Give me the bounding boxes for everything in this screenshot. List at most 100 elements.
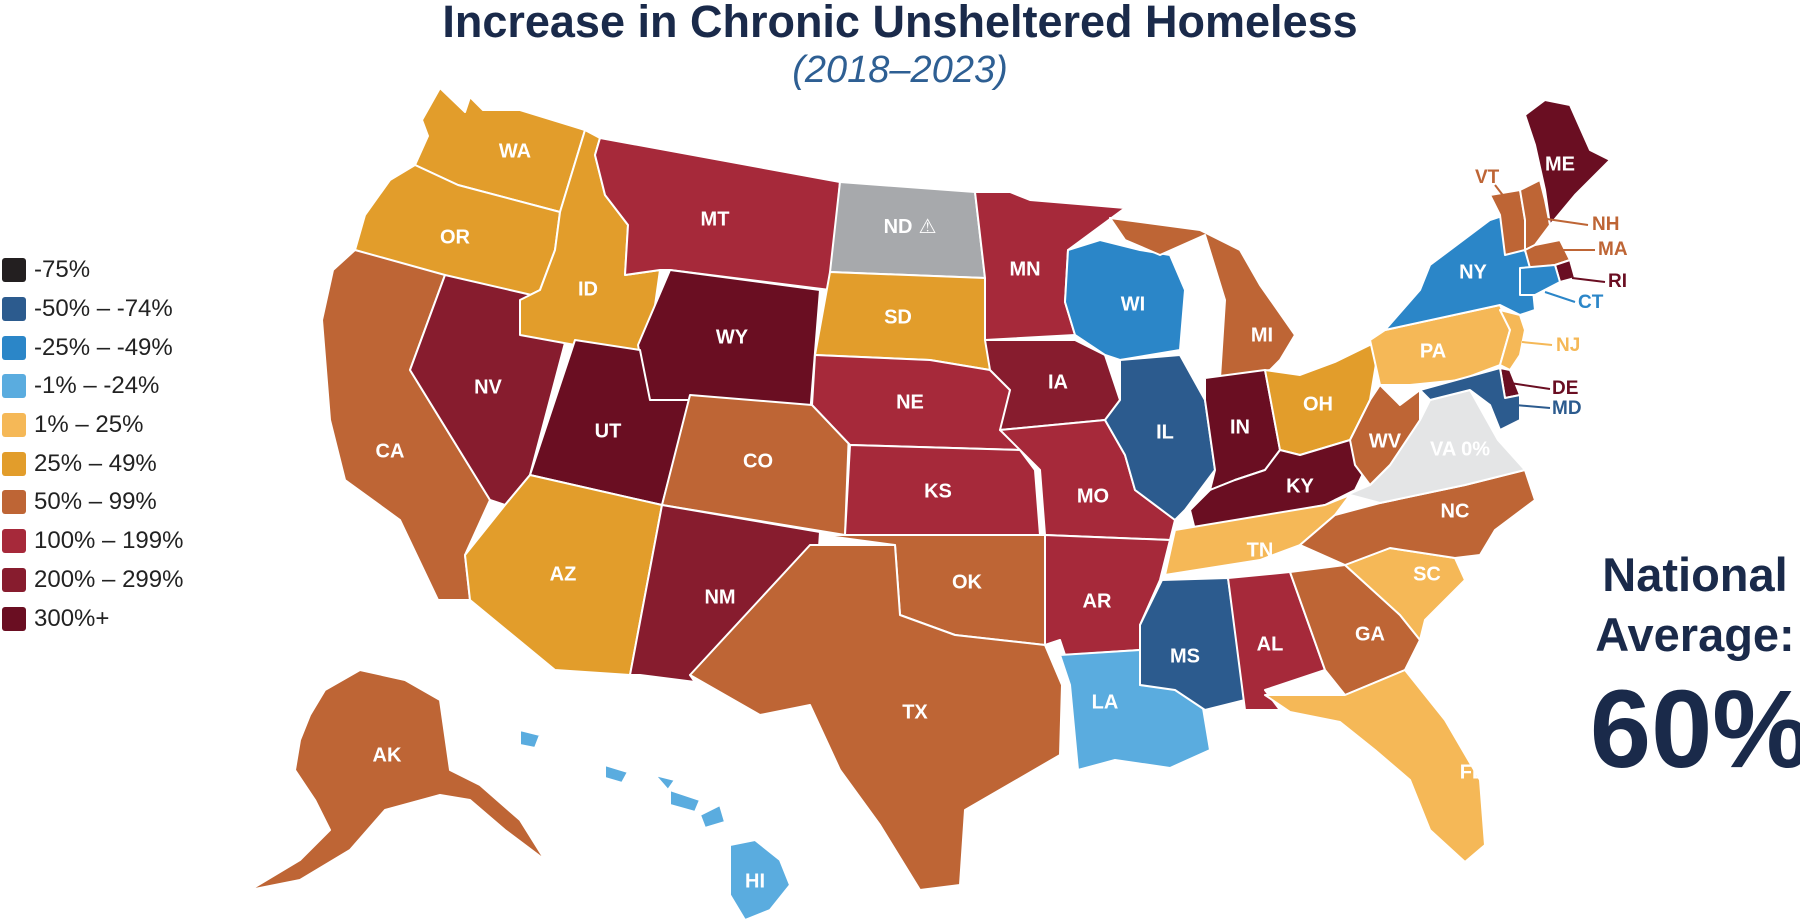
map-title: Increase in Chronic Unsheltered Homeless <box>442 0 1358 47</box>
state-wv <box>1349 384 1421 486</box>
state-label-ga: GA <box>1355 623 1385 645</box>
legend-label: 200% – 299% <box>34 565 184 593</box>
state-nh <box>1519 179 1551 251</box>
state-label-ok: OK <box>952 571 983 593</box>
warning-icon: ⚠ <box>918 216 936 238</box>
state-label-ar: AR <box>1083 590 1112 612</box>
state-label-wa: WA <box>499 140 531 162</box>
legend-item: 1% – 25% <box>2 406 183 445</box>
state-ks <box>844 444 1041 536</box>
state-label-mi: MI <box>1251 324 1273 346</box>
state-label-ma: MA <box>1598 239 1628 260</box>
state-label-md: MD <box>1552 398 1582 419</box>
state-ak <box>249 669 546 891</box>
state-label-pa: PA <box>1420 340 1446 362</box>
legend-swatch <box>2 567 26 592</box>
legend-label: 25% – 49% <box>34 449 157 477</box>
legend-label: -75% <box>34 256 91 284</box>
legend-label: 300%+ <box>34 604 110 632</box>
state-label-ia: IA <box>1048 371 1068 393</box>
state-wi <box>1064 239 1186 361</box>
legend-item: -75% <box>2 251 183 290</box>
state-label-ms: MS <box>1170 645 1200 667</box>
legend-label: 50% – 99% <box>34 488 157 516</box>
national-average-value: 60% <box>1589 668 1800 791</box>
leader-line-vt <box>1494 184 1506 199</box>
legend-item: -50% – -74% <box>2 290 183 329</box>
legend-swatch <box>2 413 26 438</box>
state-label-il: IL <box>1156 421 1174 443</box>
leader-line-nh <box>1539 217 1589 226</box>
leader-lines <box>1494 184 1606 409</box>
legend-swatch <box>2 335 26 360</box>
legend-label: 100% – 199% <box>34 527 184 555</box>
state-label-ri: RI <box>1608 271 1627 292</box>
state-il <box>1104 354 1216 521</box>
state-shapes <box>249 87 1611 921</box>
legend-item: -25% – -49% <box>2 328 183 367</box>
state-label-id: ID <box>578 278 598 300</box>
state-label-va: VA 0% <box>1430 438 1490 460</box>
state-tx <box>689 544 1063 891</box>
state-label-vt: VT <box>1475 167 1500 188</box>
state-nc <box>1299 469 1536 566</box>
state-label-wi: WI <box>1121 293 1145 315</box>
state-label-sc: SC <box>1413 563 1441 585</box>
state-label-tx: TX <box>902 701 928 723</box>
legend-item: 100% – 199% <box>2 522 183 561</box>
state-label-ak: AK <box>373 744 402 766</box>
map-subtitle: (2018–2023) <box>792 49 1008 91</box>
state-label-nd: ND ⚠ <box>884 216 937 238</box>
state-label-la: LA <box>1092 691 1119 713</box>
state-label-co: CO <box>743 450 773 472</box>
state-labels: WA OR CA NV ID MT WY UT AZ CO NM ND ⚠ SD … <box>373 140 1628 892</box>
state-label-nv: NV <box>474 376 502 398</box>
legend: -75% -50% – -74% -25% – -49% -1% – -24% … <box>2 251 183 638</box>
legend-item: -1% – -24% <box>2 367 183 406</box>
state-label-al: AL <box>1257 633 1284 655</box>
state-label-me: ME <box>1545 153 1575 175</box>
state-label-wy: WY <box>716 326 749 348</box>
legend-swatch <box>2 606 26 631</box>
state-label-nj: NJ <box>1556 335 1580 356</box>
state-label-ut: UT <box>595 420 622 442</box>
legend-swatch <box>2 490 26 515</box>
state-label-nm: NM <box>704 586 735 608</box>
state-label-ne: NE <box>896 391 924 413</box>
state-co <box>661 394 851 536</box>
legend-label: -1% – -24% <box>34 372 160 400</box>
state-label-ks: KS <box>924 480 952 502</box>
legend-swatch <box>2 529 26 554</box>
state-label-fl: FL <box>1460 761 1484 783</box>
state-label-mt: MT <box>701 208 730 230</box>
state-label-tn: TN <box>1247 539 1274 561</box>
state-label-mo: MO <box>1077 485 1109 507</box>
state-me <box>1524 99 1611 226</box>
legend-item: 300%+ <box>2 599 183 638</box>
state-md <box>1419 367 1521 431</box>
state-label-nc: NC <box>1441 500 1470 522</box>
legend-label: 1% – 25% <box>34 411 144 439</box>
state-label-mn: MN <box>1009 258 1040 280</box>
legend-swatch <box>2 451 26 476</box>
legend-item: 25% – 49% <box>2 444 183 483</box>
state-label-wv: WV <box>1369 430 1402 452</box>
state-label-sd: SD <box>884 306 912 328</box>
state-label-de: DE <box>1552 378 1578 399</box>
state-label-ct: CT <box>1578 292 1604 313</box>
legend-swatch <box>2 374 26 399</box>
national-average-label: National Average: <box>1595 548 1795 661</box>
leader-line-ct <box>1544 291 1576 303</box>
state-label-nh: NH <box>1592 214 1619 235</box>
legend-item: 200% – 299% <box>2 561 183 600</box>
state-label-ky: KY <box>1286 475 1314 497</box>
legend-label: -50% – -74% <box>34 295 173 323</box>
state-label-in: IN <box>1230 416 1250 438</box>
legend-swatch <box>2 297 26 322</box>
legend-swatch <box>2 258 26 283</box>
leader-line-de <box>1509 382 1551 390</box>
state-label-ny: NY <box>1459 261 1487 283</box>
state-label-ca: CA <box>376 440 405 462</box>
state-ct <box>1519 264 1561 296</box>
